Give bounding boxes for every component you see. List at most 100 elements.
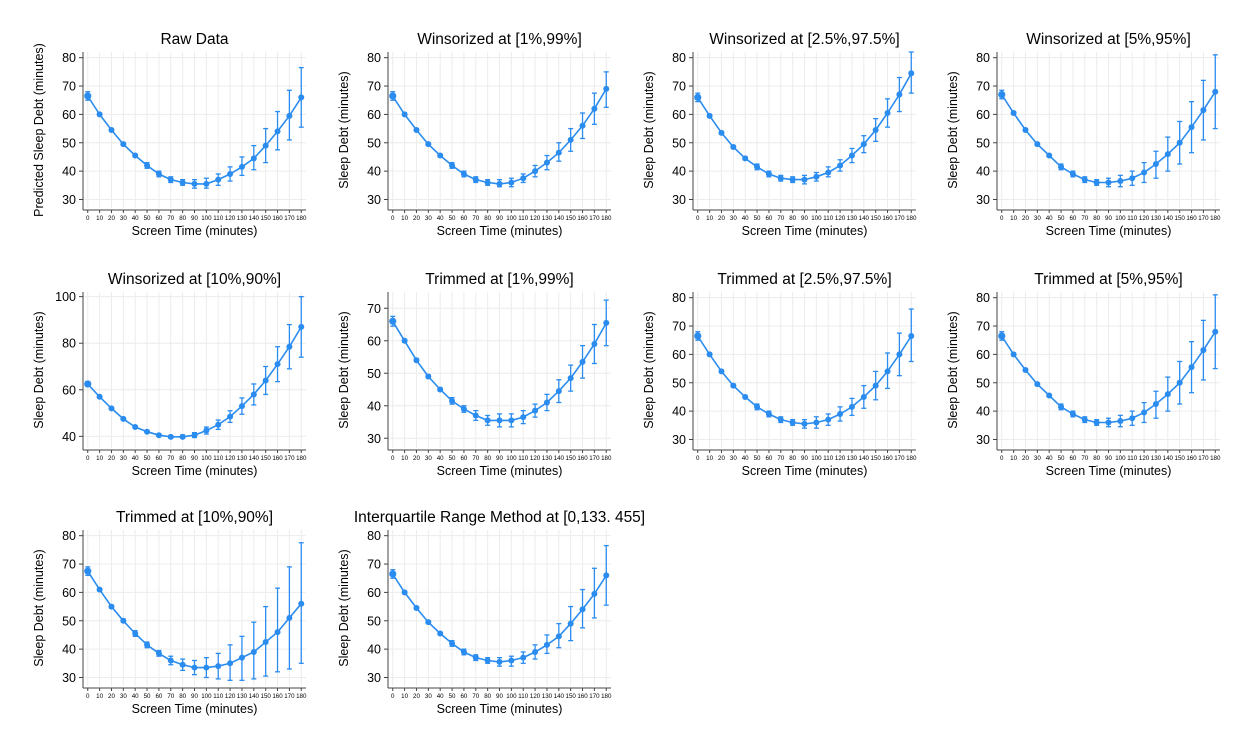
x-tick-label: 120 xyxy=(225,455,236,462)
data-point xyxy=(765,170,772,177)
data-point xyxy=(837,162,844,169)
data-point xyxy=(238,163,245,170)
data-point xyxy=(460,170,467,177)
data-point xyxy=(813,419,820,426)
y-tick-label: 50 xyxy=(367,614,381,628)
data-point xyxy=(1058,403,1065,410)
x-tick-label: 10 xyxy=(1010,215,1017,222)
x-tick-label: 120 xyxy=(530,455,541,462)
data-point xyxy=(1010,351,1017,358)
data-point xyxy=(532,407,539,414)
data-point xyxy=(167,176,174,183)
x-tick-label: 90 xyxy=(191,693,198,700)
x-tick-label: 150 xyxy=(566,215,577,222)
y-tick-label: 80 xyxy=(62,51,76,65)
data-point xyxy=(591,590,598,597)
data-point xyxy=(286,343,293,350)
data-point xyxy=(108,405,115,412)
y-tick-label: 80 xyxy=(62,529,76,543)
x-tick-label: 110 xyxy=(823,455,833,462)
x-tick-label: 140 xyxy=(554,455,565,462)
x-tick-label: 0 xyxy=(696,215,700,222)
x-tick-label: 50 xyxy=(144,455,151,462)
data-point xyxy=(120,617,127,624)
data-point xyxy=(567,136,574,143)
data-point xyxy=(1188,364,1195,371)
data-point xyxy=(250,155,257,162)
data-point xyxy=(496,658,503,665)
x-tick-label: 30 xyxy=(1034,215,1041,222)
data-point xyxy=(250,391,257,398)
y-axis-label: Sleep Debt (minutes) xyxy=(337,311,351,428)
data-point xyxy=(144,641,151,648)
y-tick-label: 30 xyxy=(672,193,686,207)
x-tick-label: 150 xyxy=(1175,215,1186,222)
y-tick-label: 30 xyxy=(62,193,76,207)
data-point xyxy=(298,600,305,607)
data-point xyxy=(1105,179,1112,186)
y-tick-label: 80 xyxy=(367,51,381,65)
data-point xyxy=(84,92,92,100)
y-tick-label: 40 xyxy=(672,405,686,419)
y-axis-label: Sleep Debt (minutes) xyxy=(642,311,656,428)
chart-panel-4: 30 40 50 60 70 80 0 10 20 30 40 50 60 70 80 90 100 110 120… xyxy=(946,31,1221,238)
y-tick-label: 70 xyxy=(367,558,381,572)
x-tick-label: 40 xyxy=(742,215,749,222)
x-tick-label: 110 xyxy=(1127,215,1137,222)
x-tick-label: 160 xyxy=(272,693,283,700)
chart-panel-6: 30 40 50 60 70 0 10 20 30 40 50 60 70 80 90 100 110 120 13… xyxy=(337,271,612,478)
x-axis-label: Screen Time (minutes) xyxy=(437,224,563,238)
y-tick-label: 60 xyxy=(976,348,990,362)
x-tick-label: 100 xyxy=(1115,455,1126,462)
x-tick-label: 140 xyxy=(554,215,565,222)
data-point xyxy=(908,332,915,339)
x-tick-label: 120 xyxy=(530,215,541,222)
data-point xyxy=(896,91,903,98)
x-tick-label: 150 xyxy=(566,693,577,700)
x-tick-label: 60 xyxy=(155,455,162,462)
chart-panel-1: 30 40 50 60 70 80 0 10 20 30 40 50 60 70 80 90 100 110 120… xyxy=(32,31,307,238)
data-point xyxy=(286,112,293,119)
data-point xyxy=(238,654,245,661)
x-tick-label: 80 xyxy=(484,693,491,700)
data-point xyxy=(96,111,103,118)
y-axis-label: Sleep Debt (minutes) xyxy=(337,549,351,666)
data-point xyxy=(1081,416,1088,423)
data-point xyxy=(401,337,408,344)
data-point xyxy=(1093,419,1100,426)
x-tick-label: 150 xyxy=(261,455,272,462)
chart-title: Winsorized at [2.5%,97.5%] xyxy=(709,31,899,48)
x-tick-label: 20 xyxy=(1022,455,1029,462)
x-tick-label: 10 xyxy=(706,215,713,222)
chart-title: Raw Data xyxy=(160,31,228,48)
y-tick-label: 60 xyxy=(62,108,76,122)
data-point xyxy=(144,162,151,169)
data-point xyxy=(603,319,610,326)
x-tick-label: 170 xyxy=(284,215,295,222)
data-point xyxy=(484,417,491,424)
x-tick-label: 160 xyxy=(577,215,588,222)
x-tick-label: 120 xyxy=(530,693,541,700)
data-point xyxy=(860,393,867,400)
data-point xyxy=(1212,328,1219,335)
data-point xyxy=(401,589,408,596)
x-tick-label: 60 xyxy=(155,693,162,700)
x-tick-label: 110 xyxy=(213,215,223,222)
x-tick-label: 160 xyxy=(1186,215,1197,222)
y-tick-label: 70 xyxy=(62,558,76,572)
data-point xyxy=(706,112,713,119)
data-point xyxy=(1058,163,1065,170)
x-tick-label: 100 xyxy=(506,215,517,222)
x-tick-label: 20 xyxy=(413,693,420,700)
x-axis-label: Screen Time (minutes) xyxy=(132,702,258,716)
data-point xyxy=(460,406,467,412)
data-point xyxy=(96,586,103,593)
data-point xyxy=(579,358,586,365)
chart-panel-3: 30 40 50 60 70 80 0 10 20 30 40 50 60 70 80 90 100 110 120… xyxy=(642,31,917,238)
data-point xyxy=(155,170,162,177)
y-tick-label: 70 xyxy=(62,80,76,94)
y-tick-label: 40 xyxy=(367,643,381,657)
x-tick-label: 10 xyxy=(401,693,408,700)
y-tick-label: 40 xyxy=(62,165,76,179)
x-tick-label: 110 xyxy=(1127,455,1137,462)
